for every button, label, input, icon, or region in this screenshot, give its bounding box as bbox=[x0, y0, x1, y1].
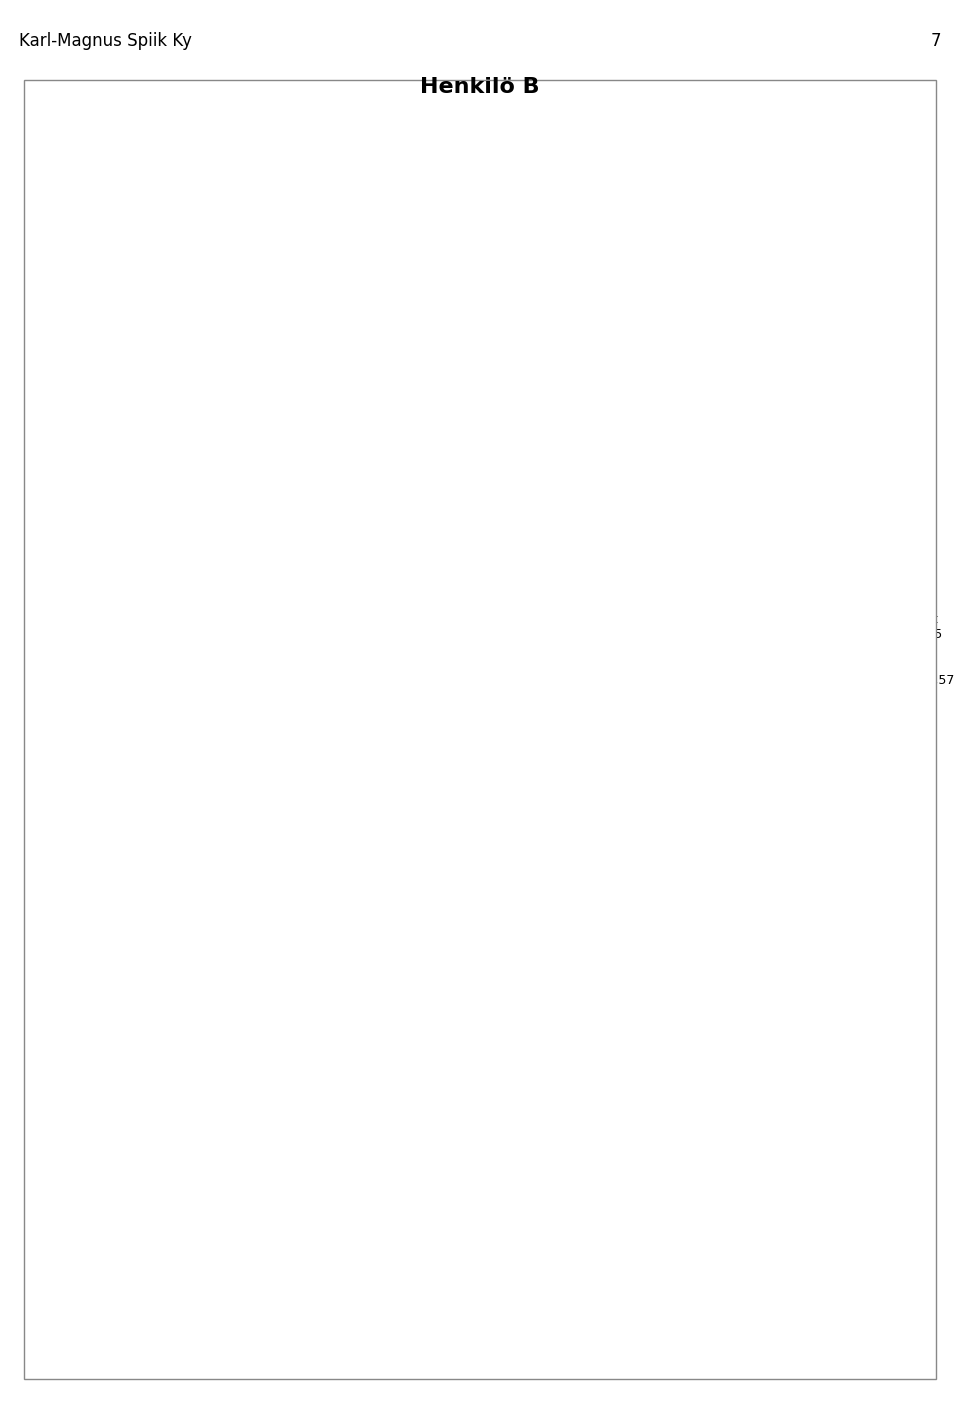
Text: 10: 10 bbox=[735, 403, 751, 416]
Text: 6,8: 6,8 bbox=[494, 1147, 514, 1160]
Text: Henkilö B: Henkilö B bbox=[420, 77, 540, 97]
Bar bbox=[283, 233, 730, 251]
Bar bbox=[283, 1311, 595, 1330]
Text: 10: 10 bbox=[735, 626, 751, 639]
Bar bbox=[283, 251, 476, 268]
Text: 6,2: 6,2 bbox=[450, 532, 468, 545]
Bar bbox=[283, 400, 730, 418]
Text: 5,6: 5,6 bbox=[405, 476, 424, 490]
Bar bbox=[283, 177, 730, 195]
Bar bbox=[283, 1032, 521, 1050]
Bar bbox=[283, 736, 655, 753]
Bar bbox=[283, 921, 507, 939]
Bar bbox=[283, 362, 402, 380]
Text: 10: 10 bbox=[735, 1185, 751, 1198]
Bar bbox=[283, 847, 730, 865]
Text: 6,4: 6,4 bbox=[465, 979, 484, 993]
Bar bbox=[283, 1293, 730, 1311]
Bar bbox=[283, 698, 551, 715]
Bar bbox=[283, 418, 507, 437]
Bar bbox=[283, 1144, 492, 1163]
Text: 9: 9 bbox=[661, 1129, 669, 1141]
Text: 7,2: 7,2 bbox=[524, 812, 543, 824]
Text: 10: 10 bbox=[735, 1240, 751, 1254]
Legend: Toisten antamat
arviot KA 6,89 (5
kpl), Oma arvio KA 9,57: Toisten antamat arviot KA 6,89 (5 kpl), … bbox=[816, 612, 955, 688]
Text: 9: 9 bbox=[661, 1016, 669, 1031]
Text: 10: 10 bbox=[735, 1073, 751, 1085]
Text: 5,8: 5,8 bbox=[420, 588, 439, 601]
Text: 7: 7 bbox=[930, 32, 941, 51]
Bar bbox=[283, 1070, 730, 1088]
Text: 5,8: 5,8 bbox=[420, 309, 439, 322]
Text: 8,2: 8,2 bbox=[599, 1258, 617, 1271]
Text: 7: 7 bbox=[510, 421, 516, 434]
Text: 10: 10 bbox=[735, 236, 751, 249]
Bar bbox=[283, 1255, 595, 1273]
Bar bbox=[283, 809, 521, 827]
Bar bbox=[283, 642, 537, 660]
Bar bbox=[283, 306, 417, 324]
Bar bbox=[283, 529, 446, 548]
Bar bbox=[283, 865, 476, 883]
Text: 9: 9 bbox=[661, 514, 669, 528]
Bar bbox=[283, 903, 655, 921]
Text: 6,8: 6,8 bbox=[494, 198, 514, 211]
Bar bbox=[283, 1200, 655, 1217]
Text: 5,6: 5,6 bbox=[405, 365, 424, 378]
Bar bbox=[283, 1015, 655, 1032]
Bar bbox=[283, 289, 655, 306]
Bar bbox=[283, 623, 730, 642]
Bar bbox=[283, 475, 402, 491]
Text: 10: 10 bbox=[735, 180, 751, 192]
Text: 9: 9 bbox=[661, 737, 669, 751]
Text: 10: 10 bbox=[735, 793, 751, 807]
Bar bbox=[283, 1238, 730, 1255]
Text: 7,6: 7,6 bbox=[554, 699, 573, 713]
Text: 9: 9 bbox=[661, 347, 669, 359]
Text: 7,2: 7,2 bbox=[524, 1035, 543, 1047]
Text: 8,2: 8,2 bbox=[599, 1314, 617, 1327]
Text: 7: 7 bbox=[510, 924, 516, 936]
Bar bbox=[283, 977, 462, 994]
Text: 10: 10 bbox=[735, 1296, 751, 1309]
Text: 6,6: 6,6 bbox=[480, 868, 498, 880]
Text: Karl-Magnus Spiik Ky: Karl-Magnus Spiik Ky bbox=[19, 32, 192, 51]
Bar bbox=[283, 512, 655, 529]
Text: 9: 9 bbox=[661, 291, 669, 305]
Bar bbox=[283, 344, 655, 362]
Text: 9: 9 bbox=[661, 570, 669, 583]
Bar bbox=[283, 753, 507, 771]
Text: 6,6: 6,6 bbox=[480, 253, 498, 267]
Bar bbox=[283, 1126, 655, 1144]
Bar bbox=[283, 1182, 730, 1200]
Text: 10: 10 bbox=[735, 962, 751, 974]
Text: 9: 9 bbox=[661, 906, 669, 918]
Bar bbox=[283, 959, 730, 977]
Text: 10: 10 bbox=[735, 682, 751, 695]
Bar bbox=[283, 567, 655, 585]
Text: 7,4: 7,4 bbox=[540, 644, 558, 657]
Bar bbox=[283, 680, 730, 698]
Bar bbox=[283, 195, 492, 213]
Bar bbox=[283, 1088, 476, 1106]
Text: 6,6: 6,6 bbox=[480, 1091, 498, 1104]
Text: 9: 9 bbox=[661, 459, 669, 472]
Bar bbox=[283, 585, 417, 604]
Text: 10: 10 bbox=[735, 849, 751, 862]
Bar bbox=[283, 792, 730, 809]
Text: 7: 7 bbox=[510, 755, 516, 768]
Text: 9: 9 bbox=[659, 1202, 665, 1216]
Bar bbox=[283, 456, 655, 475]
